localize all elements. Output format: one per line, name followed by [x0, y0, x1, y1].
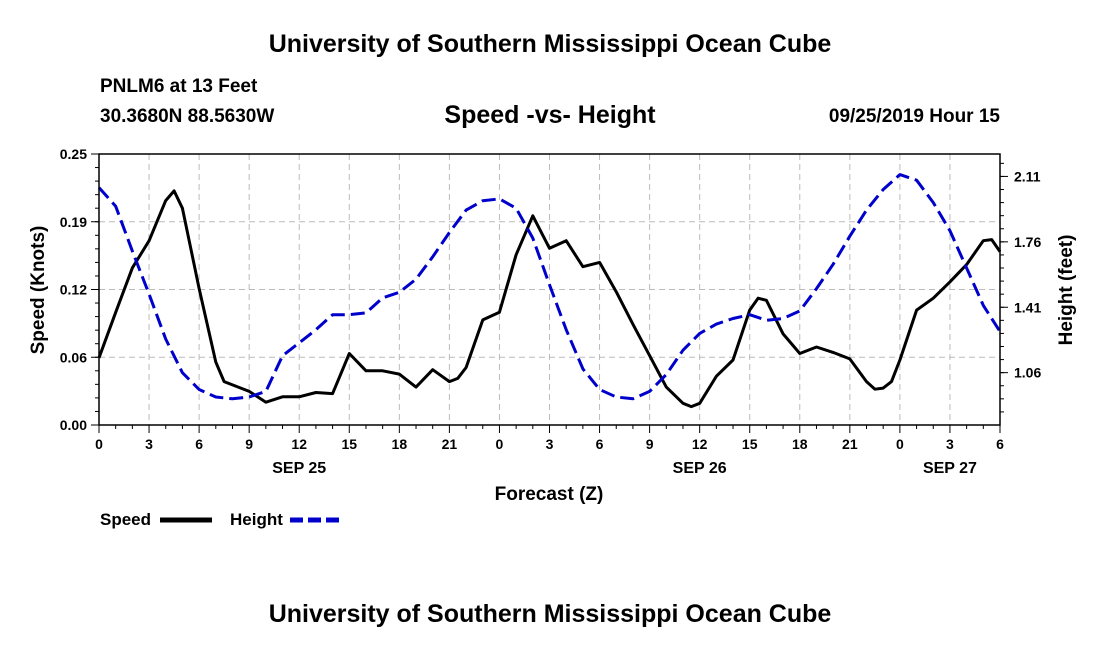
- x-tick-label: 12: [692, 436, 708, 452]
- x-tick-label: 6: [195, 436, 203, 452]
- legend-speed-label: Speed: [100, 510, 151, 529]
- date-label: SEP 26: [673, 460, 727, 477]
- x-tick-label: 0: [496, 436, 504, 452]
- x-tick-label: 9: [245, 436, 253, 452]
- x-tick-label: 15: [341, 436, 357, 452]
- datetime-label: 09/25/2019 Hour 15: [828, 106, 1000, 127]
- series-layer: [97, 173, 1002, 409]
- x-tick-label: 3: [546, 436, 554, 452]
- chart-title: Speed -vs- Height: [444, 101, 656, 129]
- x-tick-label: 3: [145, 436, 153, 452]
- y-right-tick-label: 1.41: [1014, 299, 1041, 315]
- coordinates-label: 30.3680N 88.5630W: [100, 106, 275, 127]
- x-tick-label: 18: [792, 436, 808, 452]
- y-left-tick-label: 0.06: [60, 349, 87, 365]
- x-tick-label: 18: [392, 436, 408, 452]
- x-tick-label: 21: [442, 436, 458, 452]
- y-left-tick-label: 0.25: [60, 146, 87, 162]
- legend-height-label: Height: [230, 510, 283, 529]
- y-left-tick-label: 0.12: [60, 282, 87, 298]
- x-axis-label: Forecast (Z): [495, 484, 604, 505]
- y-left-tick-label: 0.00: [60, 417, 87, 433]
- y-left-tick-label: 0.19: [60, 214, 87, 230]
- axes: 0 3 6 9 12 15 18 21 0 3 6 9 12 15 18 21 0 3 6 SEP 25 SEP 26 S…: [60, 146, 1042, 477]
- x-tick-label: 21: [842, 436, 858, 452]
- series-line-speed: [97, 189, 1002, 409]
- series-line-height: [97, 173, 1002, 401]
- date-label: SEP 25: [272, 460, 326, 477]
- y-right-tick-label: 1.06: [1014, 365, 1041, 381]
- x-tick-label: 3: [946, 436, 954, 452]
- y-axis-left-label: Speed (Knots): [28, 226, 49, 355]
- legend: Speed Height: [100, 510, 342, 529]
- x-tick-label: 9: [646, 436, 654, 452]
- y-right-tick-label: 1.76: [1014, 234, 1041, 250]
- y-right-tick-label: 2.11: [1014, 168, 1041, 184]
- date-label: SEP 27: [923, 460, 977, 477]
- x-tick-label: 6: [596, 436, 604, 452]
- x-tick-label: 15: [742, 436, 758, 452]
- station-label: PNLM6 at 13 Feet: [100, 76, 258, 97]
- x-tick-label: 0: [896, 436, 904, 452]
- page-title: University of Southern Mississippi Ocean…: [268, 30, 832, 58]
- y-axis-right-label: Height (feet): [1056, 235, 1077, 346]
- footer-title: University of Southern Mississippi Ocean…: [268, 600, 832, 628]
- x-tick-label: 6: [996, 436, 1004, 452]
- x-tick-label: 0: [95, 436, 103, 452]
- x-tick-label: 12: [291, 436, 307, 452]
